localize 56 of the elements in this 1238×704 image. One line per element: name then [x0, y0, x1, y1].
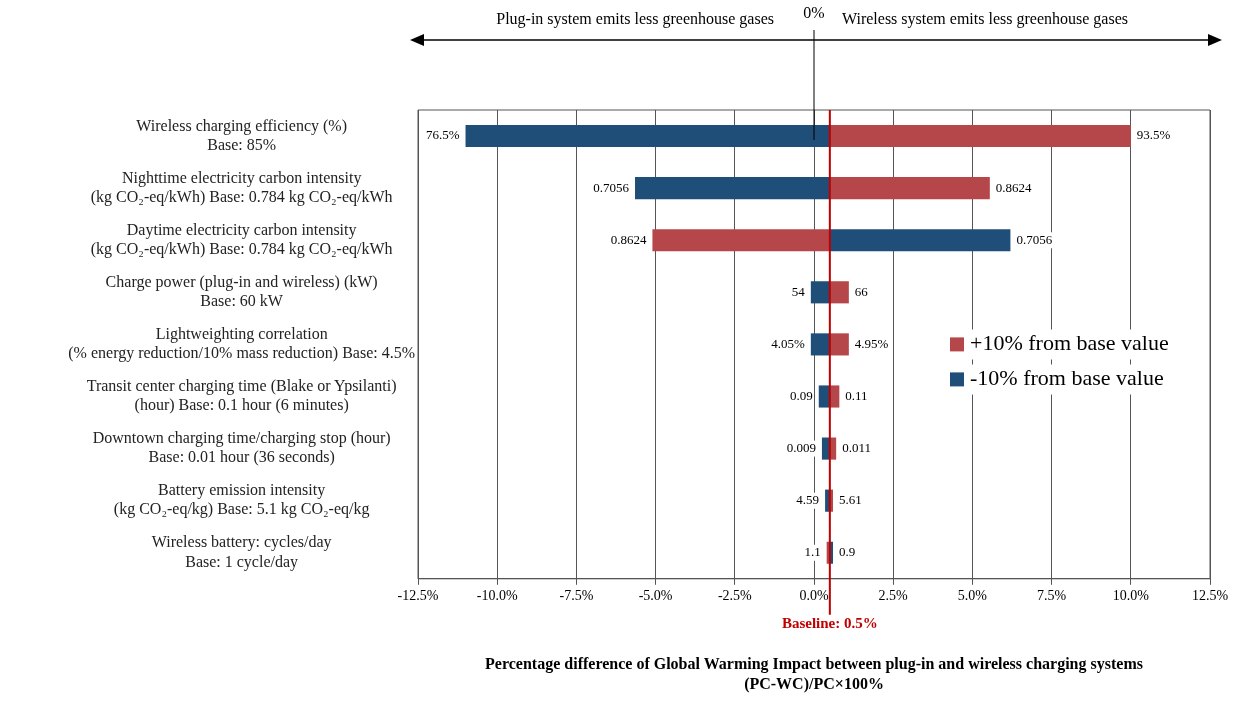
bar	[810, 333, 830, 356]
annotation: 0.09	[790, 387, 813, 403]
y-tick-label: Battery emission intensity (kg CO₂-eq/kg) Base: 5.1 kg CO₂-eq/kg	[113, 481, 370, 519]
y-tick-label: Downtown charging time/charging stop (hour) Base: 0.01 hour (36 seconds)	[92, 429, 391, 467]
y-tick-label: Charge power (plug-in and wireless) (kW) Base: 60 kW	[105, 272, 378, 310]
x-tick-label: -7.5%	[559, 587, 594, 603]
x-axis-title: Percentage difference of Global Warming Impact between plug-in and wireless charging systems (PC-WC)/PC×100%	[485, 655, 1143, 693]
x-tick-label: 0.0%	[799, 587, 829, 603]
annotation: 0.11	[845, 387, 868, 403]
y-tick-label: Nighttime electricity carbon intensity (kg CO₂-eq/kWh) Base: 0.784 kg CO₂-eq/kWh	[90, 168, 393, 206]
annotation: 0.7056	[1016, 231, 1053, 247]
x-tick-label: 2.5%	[878, 587, 909, 603]
annotation: 1.1	[804, 544, 821, 560]
annotation: 0.8624	[995, 179, 1033, 195]
bar	[818, 385, 830, 408]
annotation: 5.61	[839, 492, 862, 508]
bar	[829, 177, 990, 200]
annotation: 0.7056	[593, 179, 630, 195]
annotation: 0.8624	[610, 231, 647, 247]
annotation: 4.95%	[854, 335, 889, 351]
annotation: 76.5%	[425, 127, 460, 143]
y-tick-label: Daytime electricity carbon intensity (kg CO₂-eq/kWh) Base: 0.784 kg CO₂-eq/kWh	[90, 220, 393, 259]
y-tick-label: Wireless battery: cycles/day Base: 1 cycle/day	[151, 533, 332, 571]
ref-line-label: Baseline: 0.5%	[781, 615, 878, 632]
x-tick-label: -10.0%	[476, 587, 518, 603]
annotation: 0.009	[786, 440, 816, 455]
legend-label: -10% from base value	[970, 365, 1164, 391]
annotation: 4.59	[796, 492, 820, 508]
annotation: 0.011	[842, 440, 871, 455]
x-tick-label: 10.0%	[1112, 587, 1150, 603]
bar	[635, 177, 830, 200]
annotation: 93.5%	[1136, 127, 1171, 143]
x-tick-label: 12.5%	[1191, 587, 1229, 603]
x-tick-label: -2.5%	[717, 587, 753, 603]
bar	[829, 333, 849, 356]
bar	[810, 281, 830, 304]
x-tick-label: 5.0%	[957, 587, 988, 603]
text: Plug-in system emits less greenhouse gases	[496, 10, 774, 29]
annotation: 0.9	[839, 544, 856, 560]
bar	[465, 124, 830, 148]
x-tick-label: -5.0%	[638, 587, 673, 603]
x-tick-label: 7.5%	[1037, 587, 1067, 603]
annotation: 54	[791, 283, 806, 299]
bar	[652, 229, 830, 252]
annotation: 4.05%	[771, 335, 805, 351]
y-tick-label: Wireless charging efficiency (%) Base: 85%	[136, 116, 347, 153]
y-tick-label: Lightweighting correlation (% energy reduction/10% mass reduction) Base: 4.5%	[68, 325, 415, 363]
text: 0%	[803, 4, 825, 22]
bar	[829, 281, 849, 304]
y-tick-label: Transit center charging time (Blake or Ypsilanti) (hour) Base: 0.1 hour (6 minutes)	[86, 377, 397, 415]
legend-label: +10% from base value	[970, 330, 1169, 356]
bar	[829, 229, 1011, 252]
x-tick-label: -12.5%	[397, 587, 439, 603]
text: Wireless system emits less greenhouse gases	[842, 10, 1128, 29]
annotation: 66	[854, 283, 869, 299]
bar	[829, 124, 1131, 148]
